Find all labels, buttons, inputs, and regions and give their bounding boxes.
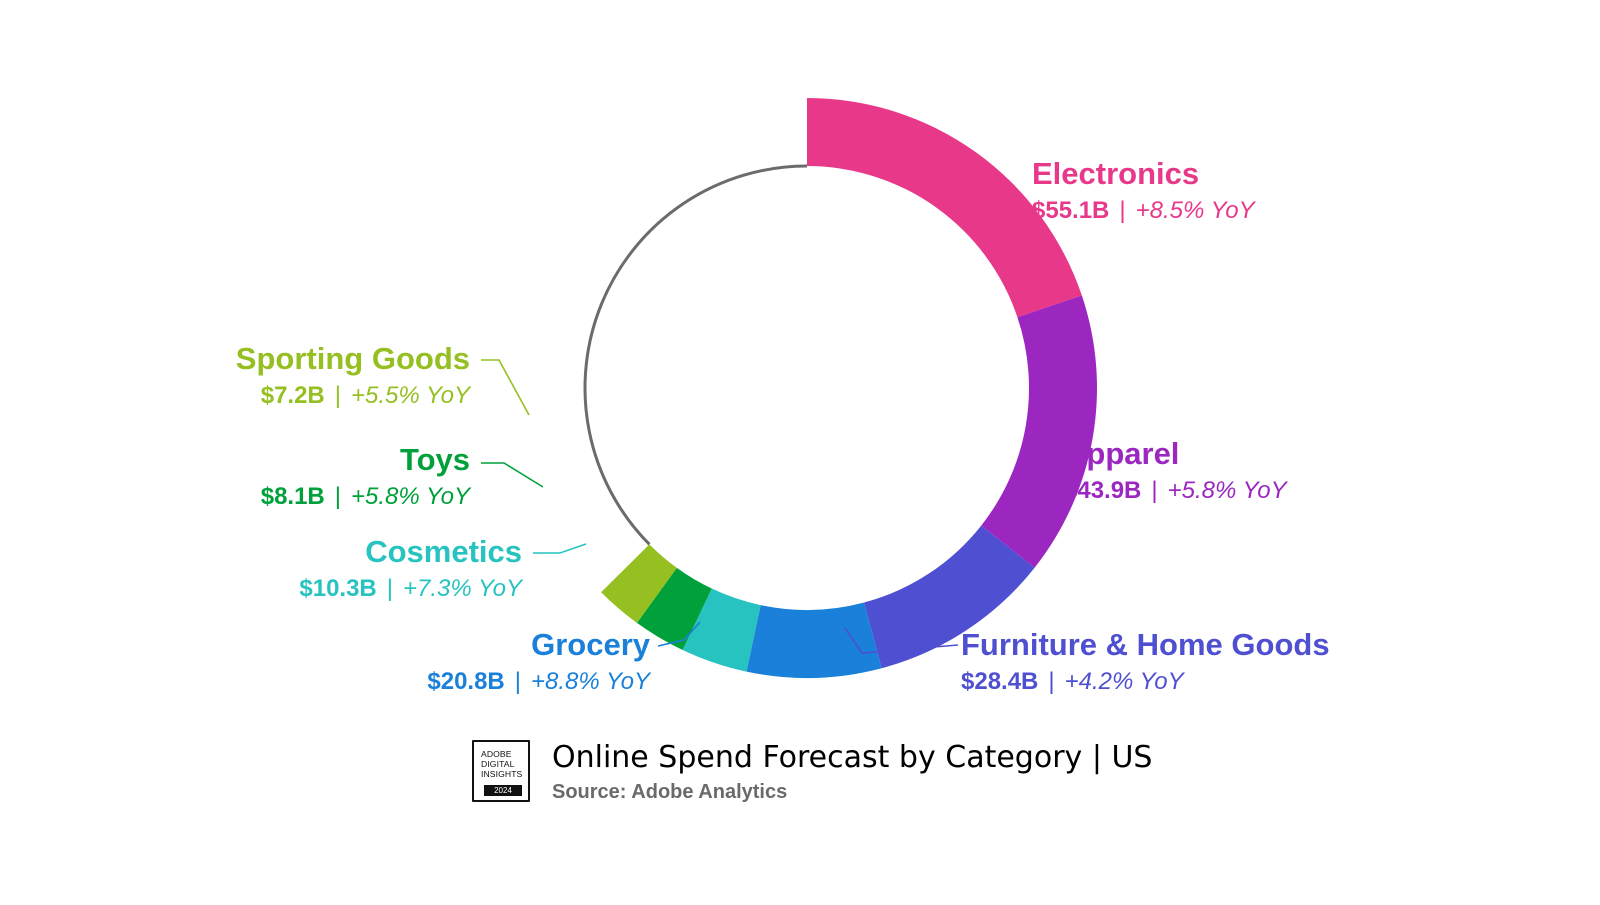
yoy-toys: +5.8% YoY (351, 483, 472, 510)
chart-title: Online Spend Forecast by Category | US (552, 740, 1153, 775)
chart-source: Source: Adobe Analytics (552, 781, 788, 803)
separator-toys: | (335, 483, 341, 510)
chart-footer: ADOBE DIGITAL INSIGHTS 2024 Online Spend… (472, 740, 1192, 812)
slice-grocery (746, 602, 882, 678)
leader-line-toys (481, 462, 544, 488)
leader-line-furniture-home-goods (844, 627, 959, 654)
value-furniture-home-goods: $28.4B (961, 668, 1038, 695)
badge-year: 2024 (484, 785, 522, 796)
yoy-cosmetics: +7.3% YoY (403, 575, 524, 602)
value-label-apparel: $43.9B | +5.8% YoY (1064, 477, 1289, 504)
yoy-sporting-goods: +5.5% YoY (351, 382, 472, 409)
separator-sporting-goods: | (335, 382, 341, 409)
separator-furniture-home-goods: | (1048, 668, 1054, 695)
value-electronics: $55.1B (1032, 197, 1109, 224)
category-label-sporting-goods: Sporting Goods (236, 341, 470, 376)
separator-electronics: | (1119, 197, 1125, 224)
slice-toys (636, 567, 712, 650)
slice-sporting-goods (601, 544, 677, 623)
leader-line-sporting-goods (481, 359, 530, 416)
value-label-toys: $8.1B | +5.8% YoY (261, 483, 472, 510)
yoy-grocery: +8.8% YoY (531, 668, 652, 695)
slice-apparel (981, 295, 1097, 568)
value-sporting-goods: $7.2B (261, 382, 325, 409)
value-label-furniture-home-goods: $28.4B | +4.2% YoY (961, 668, 1186, 695)
leader-line-cosmetics (533, 543, 587, 554)
category-label-apparel: Apparel (1064, 436, 1179, 471)
value-label-grocery: $20.8B | +8.8% YoY (427, 668, 652, 695)
badge-text: ADOBE DIGITAL INSIGHTS (481, 749, 523, 779)
slice-cosmetics (682, 588, 761, 672)
category-label-grocery: Grocery (531, 627, 651, 662)
value-label-electronics: $55.1B | +8.5% YoY (1032, 197, 1257, 224)
slice-electronics (807, 98, 1082, 318)
yoy-apparel: +5.8% YoY (1168, 477, 1289, 504)
value-toys: $8.1B (261, 483, 325, 510)
value-grocery: $20.8B (427, 668, 504, 695)
separator-grocery: | (515, 668, 521, 695)
value-apparel: $43.9B (1064, 477, 1141, 504)
separator-cosmetics: | (387, 575, 393, 602)
remaining-ring-outline (583, 164, 808, 546)
adobe-digital-insights-badge: ADOBE DIGITAL INSIGHTS 2024 (472, 740, 530, 802)
category-label-furniture-home-goods: Furniture & Home Goods (961, 627, 1330, 662)
slice-furniture-home-goods (864, 525, 1035, 669)
value-cosmetics: $10.3B (299, 575, 376, 602)
value-label-sporting-goods: $7.2B | +5.5% YoY (261, 382, 472, 409)
category-label-toys: Toys (400, 442, 470, 477)
value-label-cosmetics: $10.3B | +7.3% YoY (299, 575, 524, 602)
category-label-electronics: Electronics (1032, 156, 1199, 191)
yoy-furniture-home-goods: +4.2% YoY (1065, 668, 1186, 695)
leader-line-grocery (657, 621, 701, 647)
yoy-electronics: +8.5% YoY (1136, 197, 1257, 224)
separator-apparel: | (1151, 477, 1157, 504)
category-label-cosmetics: Cosmetics (365, 534, 522, 569)
